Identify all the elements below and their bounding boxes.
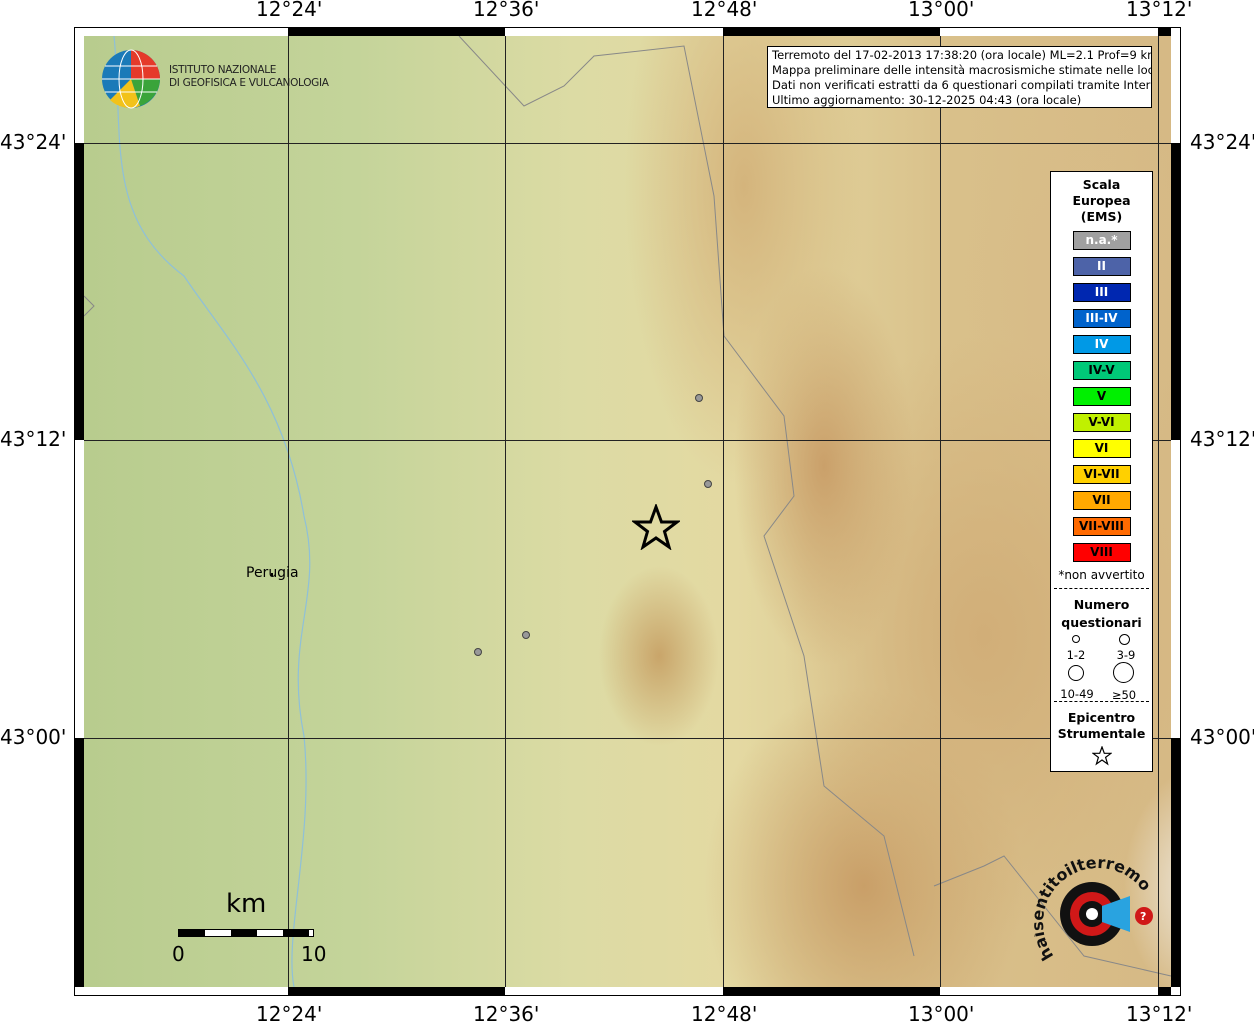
intensity-swatch: V bbox=[1072, 387, 1131, 406]
meridian bbox=[723, 36, 724, 987]
intensity-swatch: VI-VII bbox=[1072, 465, 1131, 484]
observation-point[interactable] bbox=[695, 394, 703, 402]
haisentito-logo: ? haisentitoilterremoto.it bbox=[1034, 856, 1155, 964]
ingv-logo-text: ISTITUTO NAZIONALE DI GEOFISICA E VULCAN… bbox=[169, 64, 329, 90]
lon-label-top: 12°36' bbox=[473, 0, 540, 21]
intensity-swatch: II bbox=[1072, 257, 1131, 276]
count-label: 10-49 bbox=[1060, 687, 1094, 701]
frame-bar bbox=[1171, 143, 1181, 440]
parallel bbox=[84, 440, 1171, 441]
last-update: Ultimo aggiornamento: 30-12-2025 04:43 (… bbox=[772, 93, 1082, 107]
event-line: Terremoto del 17-02-2013 17:38:20 (ora l… bbox=[772, 48, 1152, 62]
data-note: Dati non verificati estratti da 6 questi… bbox=[772, 78, 1152, 92]
frame-bar bbox=[1158, 27, 1171, 36]
perugia-marker bbox=[271, 573, 273, 576]
intensity-swatch: VIII bbox=[1072, 543, 1131, 562]
frame-bar bbox=[288, 987, 505, 996]
divider bbox=[1054, 701, 1149, 702]
frame-bar bbox=[1171, 738, 1181, 987]
lon-label-bottom: 12°48' bbox=[691, 1002, 758, 1026]
lon-label-bottom: 12°36' bbox=[473, 1002, 540, 1026]
ingv-name-line1: ISTITUTO NAZIONALE bbox=[169, 64, 277, 76]
observation-point[interactable] bbox=[474, 648, 482, 656]
lon-label-bottom: 13°12' bbox=[1126, 1002, 1193, 1026]
scale-end: 10 bbox=[301, 942, 327, 966]
scale-bar bbox=[178, 929, 314, 937]
legend-title: Scala bbox=[1082, 177, 1121, 192]
frame-bar bbox=[288, 27, 505, 36]
circle-xlarge-icon bbox=[1113, 662, 1134, 683]
frame-bar bbox=[74, 143, 84, 440]
lon-label-bottom: 12°24' bbox=[256, 1002, 323, 1026]
parallel bbox=[84, 738, 1171, 739]
lon-label-bottom: 13°00' bbox=[908, 1002, 975, 1026]
lon-label-top: 12°48' bbox=[691, 0, 758, 21]
event-info-box: Terremoto del 17-02-2013 17:38:20 (ora l… bbox=[767, 46, 1152, 108]
ingv-logo-globe-icon bbox=[102, 49, 160, 109]
meridian bbox=[940, 36, 941, 987]
lat-label-right: 43°12' bbox=[1190, 427, 1254, 451]
circle-small-icon bbox=[1072, 635, 1080, 643]
lon-label-top: 12°24' bbox=[256, 0, 323, 21]
lat-label-right: 43°00' bbox=[1190, 725, 1254, 749]
lon-label-top: 13°12' bbox=[1126, 0, 1193, 21]
count-label: ≥50 bbox=[1111, 688, 1137, 702]
count-label: 1-2 bbox=[1066, 648, 1086, 662]
intensity-swatch: IV-V bbox=[1072, 361, 1131, 380]
lat-label-left: 43°24' bbox=[0, 130, 67, 154]
intensity-scale: n.a.* II III III-IV IV IV-V V V-VI VI VI-VII VII VI… bbox=[1051, 231, 1152, 562]
map-frame bbox=[74, 27, 1181, 996]
parallel bbox=[84, 143, 1171, 144]
legend-title: Europea bbox=[1072, 193, 1131, 208]
frame-bar bbox=[1158, 987, 1171, 996]
scale-unit: km bbox=[226, 889, 267, 919]
place-label-perugia: Perugia bbox=[246, 565, 299, 581]
intensity-swatch: III-IV bbox=[1072, 309, 1131, 328]
count-title: Numero bbox=[1073, 597, 1130, 612]
intensity-swatch: VI bbox=[1072, 439, 1131, 458]
svg-text:?: ? bbox=[1140, 910, 1146, 923]
intensity-swatch: VII-VIII bbox=[1072, 517, 1131, 536]
intensity-swatch: III bbox=[1072, 283, 1131, 302]
divider bbox=[1054, 588, 1149, 589]
epicenter-title: Epicentro bbox=[1067, 710, 1136, 725]
meridian bbox=[288, 36, 289, 987]
intensity-swatch: n.a.* bbox=[1072, 231, 1131, 250]
intensity-swatch: IV bbox=[1072, 335, 1131, 354]
frame-bar bbox=[74, 738, 84, 987]
epicenter-title: Strumentale bbox=[1057, 726, 1146, 741]
circle-medium-icon bbox=[1119, 634, 1130, 645]
meridian bbox=[1158, 36, 1159, 987]
circle-large-icon bbox=[1068, 665, 1084, 681]
legend-panel: Scala Europea (EMS) n.a.* II III III-IV IV IV… bbox=[1050, 171, 1153, 772]
intensity-swatch: VII bbox=[1072, 491, 1131, 510]
scale-start: 0 bbox=[172, 942, 185, 966]
lat-label-left: 43°12' bbox=[0, 427, 67, 451]
lat-label-left: 43°00' bbox=[0, 725, 67, 749]
epicenter-star-icon[interactable] bbox=[632, 504, 680, 550]
map-description: Mappa preliminare delle intensità macros… bbox=[772, 63, 1152, 77]
terrain-map[interactable]: Perugia km 0 10 ISTITUTO NAZIONALE DI GE… bbox=[84, 36, 1171, 987]
legend-note: *non avvertito bbox=[1058, 568, 1145, 582]
intensity-swatch: V-VI bbox=[1072, 413, 1131, 432]
observation-point[interactable] bbox=[704, 480, 712, 488]
river-lines bbox=[84, 36, 1171, 987]
count-label: 3-9 bbox=[1116, 648, 1136, 662]
frame-bar bbox=[723, 987, 940, 996]
observation-point[interactable] bbox=[522, 631, 530, 639]
count-title: questionari bbox=[1061, 615, 1142, 630]
lon-label-top: 13°00' bbox=[908, 0, 975, 21]
star-icon bbox=[1090, 745, 1113, 766]
frame-bar bbox=[723, 27, 940, 36]
meridian bbox=[505, 36, 506, 987]
legend-title: (EMS) bbox=[1080, 209, 1123, 224]
ingv-name-line2: DI GEOFISICA E VULCANOLOGIA bbox=[169, 77, 329, 89]
lat-label-right: 43°24' bbox=[1190, 130, 1254, 154]
